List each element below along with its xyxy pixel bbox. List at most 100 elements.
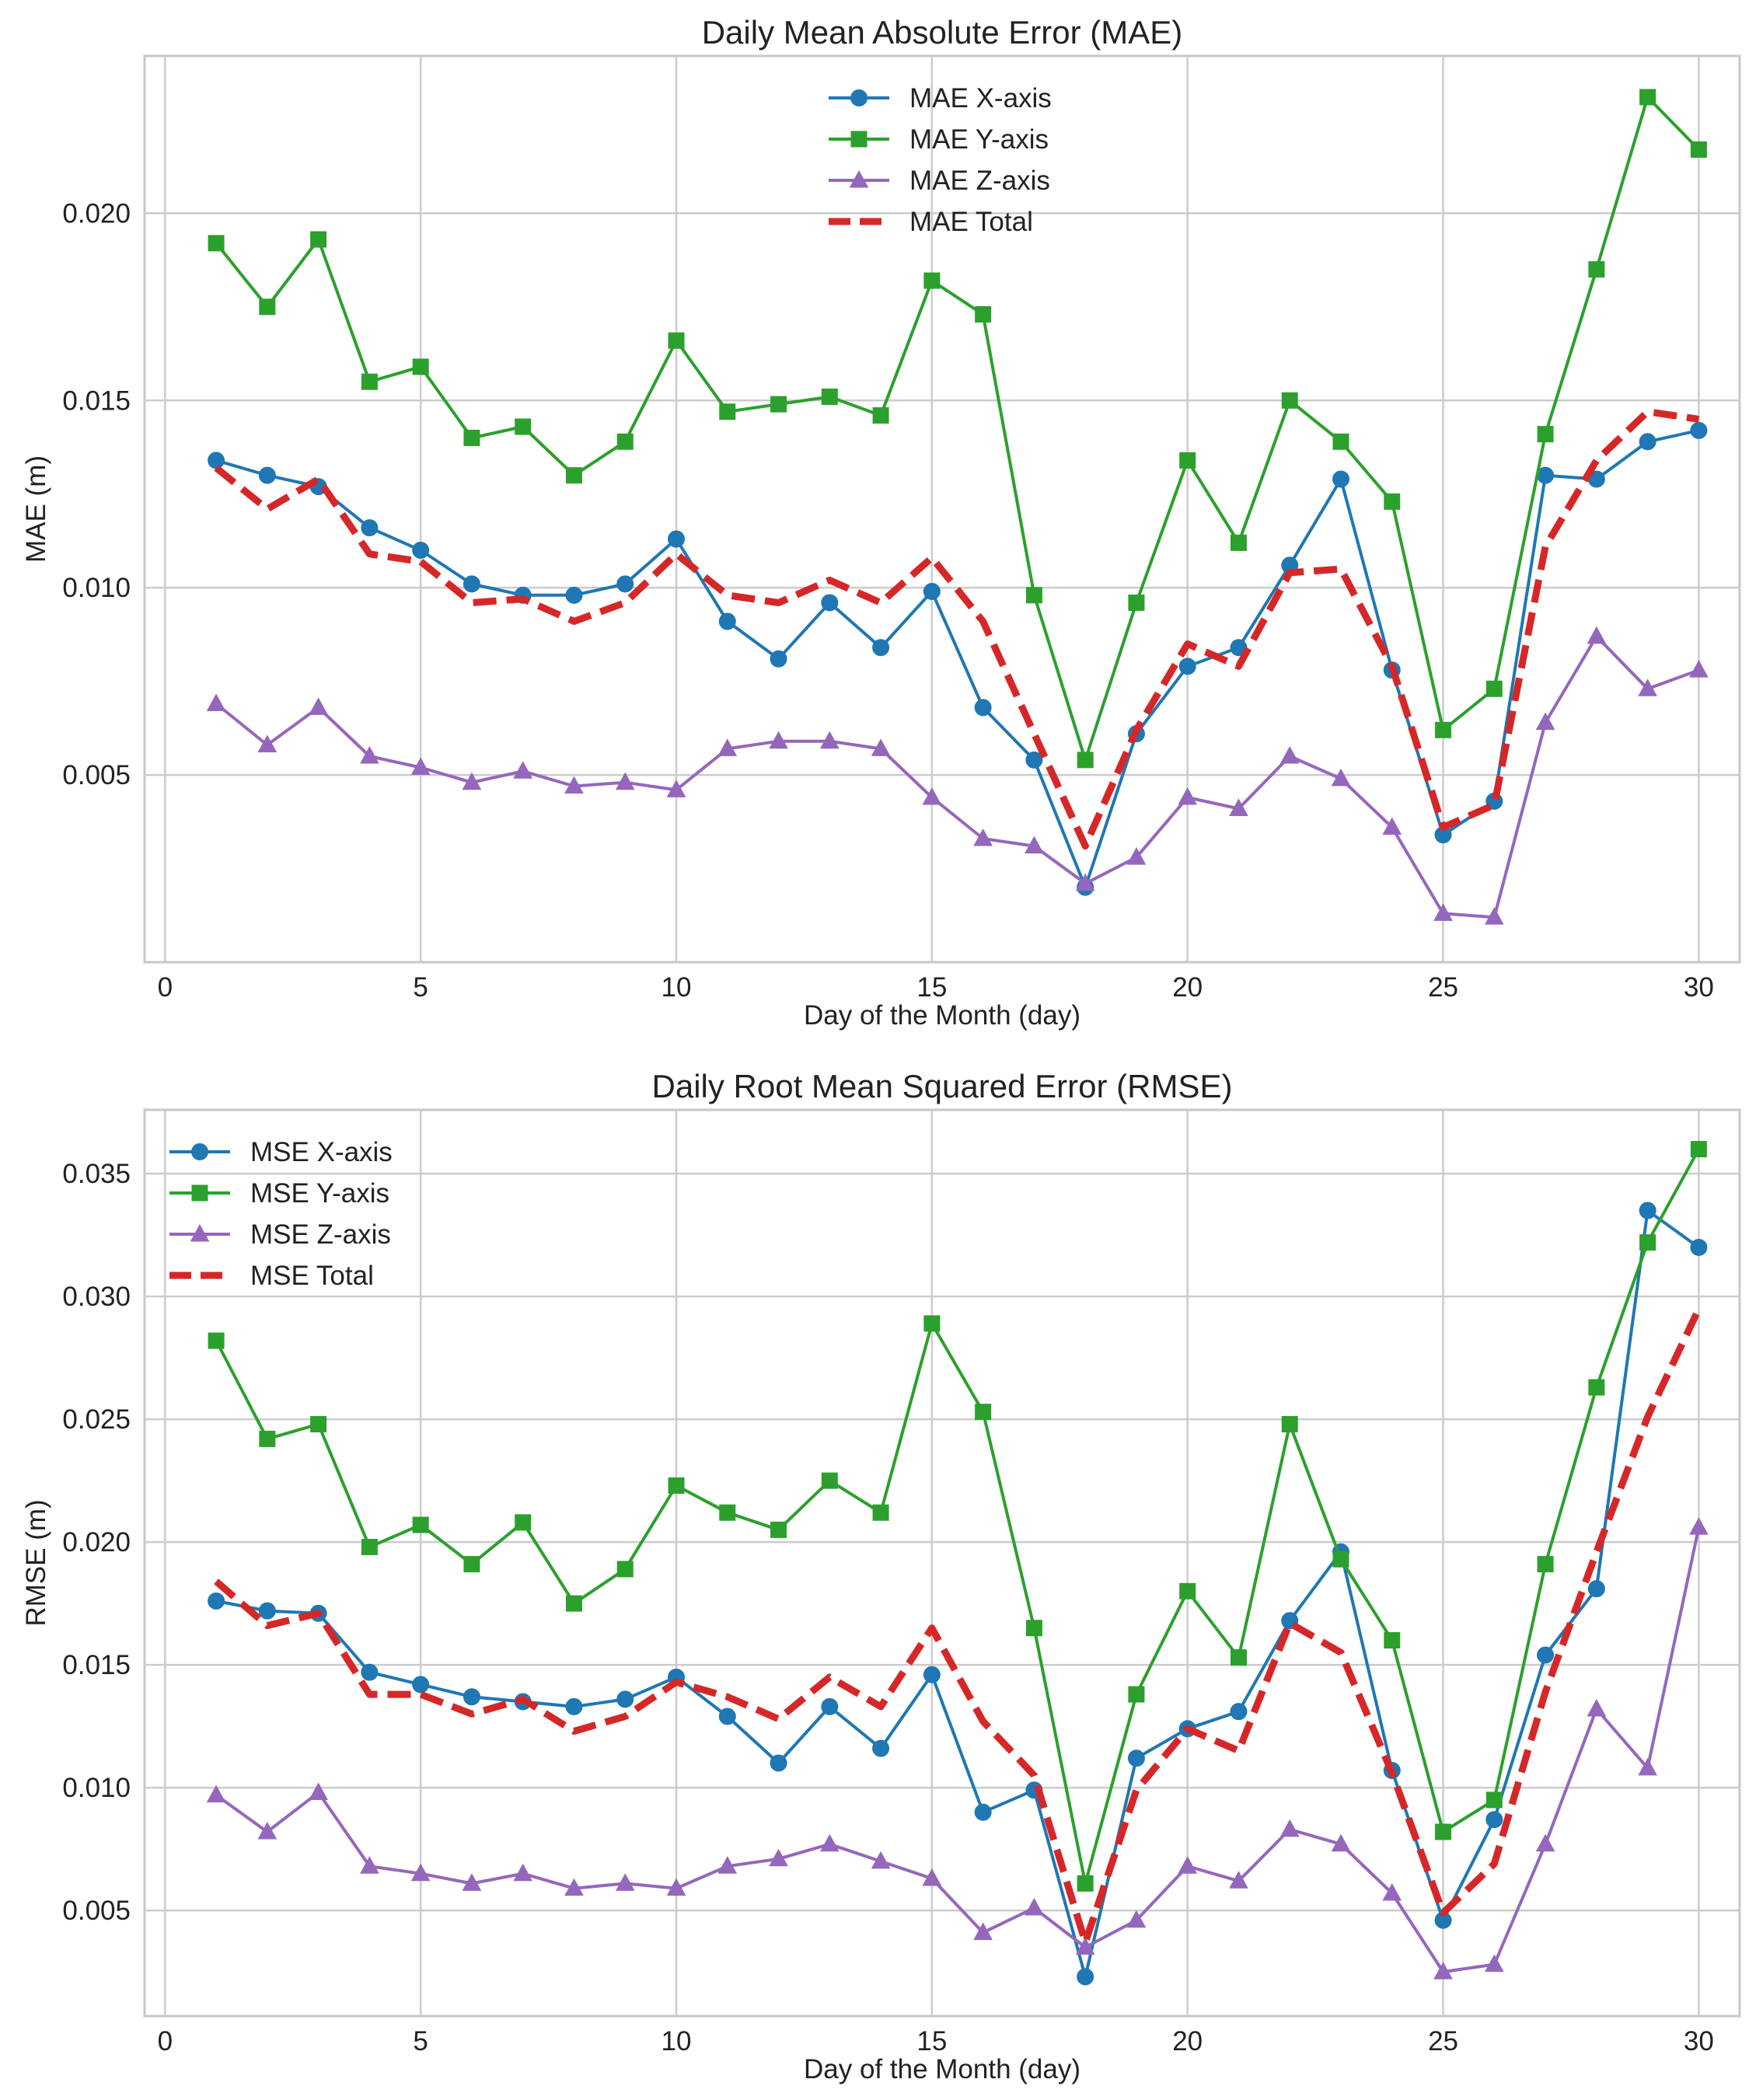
legend-label-mae-z-axis: MAE Z-axis bbox=[909, 166, 1050, 196]
mae-x-tick-label: 15 bbox=[916, 972, 947, 1003]
mae-y-axis-line bbox=[215, 96, 1700, 762]
mae-legend: MAE X-axis MAE Y-axis MAE Z-axis MAE Total bbox=[829, 83, 1052, 237]
mae-x-axis-point bbox=[668, 530, 685, 548]
mse-z-axis-point bbox=[1229, 1871, 1248, 1889]
legend-marker-mse-z-axis bbox=[190, 1223, 210, 1242]
mae-x-axis-point bbox=[974, 699, 992, 717]
mse-z-axis-point bbox=[1382, 1882, 1402, 1901]
mse-x-axis-point bbox=[616, 1690, 634, 1708]
rmse-x-tick-label: 20 bbox=[1172, 2026, 1203, 2056]
mse-x-axis-point bbox=[872, 1739, 890, 1757]
legend-entry-mae-z-axis: MAE Z-axis bbox=[829, 166, 1050, 196]
mse-y-axis-point bbox=[208, 1332, 225, 1349]
mse-y-axis-point bbox=[1639, 1234, 1657, 1251]
mae-z-axis-point bbox=[819, 731, 840, 749]
mse-z-axis-point bbox=[513, 1863, 533, 1882]
mse-z-axis-point bbox=[206, 1784, 226, 1803]
mae-z-axis-point bbox=[513, 761, 533, 779]
mae-y-axis-point bbox=[616, 433, 634, 450]
mae-z-axis-point bbox=[360, 745, 379, 764]
mae-z-axis-point bbox=[257, 734, 278, 753]
rmse-y-tick-label: 0.025 bbox=[62, 1404, 131, 1435]
legend-entry-mae-total: MAE Total bbox=[829, 207, 1033, 237]
mse-y-axis-point bbox=[719, 1504, 736, 1521]
mae-z-axis-point bbox=[973, 828, 993, 846]
mae-x-axis-point bbox=[770, 650, 787, 668]
mae-y-axis-point bbox=[770, 396, 787, 413]
legend-label-mse-y-axis: MSE Y-axis bbox=[250, 1178, 389, 1209]
mae-series bbox=[206, 89, 1709, 925]
mae-y-axis-point bbox=[1179, 452, 1196, 469]
mae-z-axis-point bbox=[1638, 678, 1657, 696]
mae-x-axis-point bbox=[412, 542, 430, 559]
mse-y-axis-point bbox=[515, 1514, 532, 1531]
mse-x-axis-point bbox=[821, 1697, 839, 1715]
mae-y-axis-point bbox=[1332, 433, 1349, 450]
mae-x-tick-label: 30 bbox=[1684, 972, 1714, 1003]
legend-label-mae-total: MAE Total bbox=[909, 207, 1033, 237]
mae-z-axis-point bbox=[615, 772, 635, 790]
rmse-x-tick-label: 15 bbox=[916, 2026, 947, 2056]
rmse-y-tick-label: 0.015 bbox=[62, 1650, 131, 1680]
mae-z-axis-point bbox=[410, 757, 431, 775]
mae-y-axis-point bbox=[310, 231, 327, 248]
mae-total-line bbox=[214, 408, 1700, 850]
mae-x-tick-label: 20 bbox=[1172, 972, 1203, 1003]
legend-entry-mse-x-axis: MSE X-axis bbox=[169, 1137, 393, 1167]
mse-y-axis-point bbox=[310, 1415, 327, 1432]
mse-z-axis-point bbox=[1331, 1833, 1351, 1852]
mae-y-axis-point bbox=[259, 298, 276, 316]
legend-label-mse-x-axis: MSE X-axis bbox=[250, 1137, 393, 1167]
mse-x-axis-point bbox=[770, 1754, 787, 1772]
mae-z-axis-point bbox=[1535, 712, 1555, 731]
mse-y-axis-line bbox=[215, 1148, 1701, 1885]
mse-x-axis-point bbox=[1690, 1238, 1708, 1256]
mae-z-axis-point bbox=[1279, 745, 1300, 764]
rmse-chart: Daily Root Mean Squared Error (RMSE) 0 5 1… bbox=[21, 1068, 1741, 2084]
mse-y-axis-point bbox=[821, 1472, 838, 1489]
mse-z-axis-point bbox=[309, 1782, 328, 1800]
mae-y-axis-point bbox=[463, 429, 480, 446]
rmse-y-tick-label: 0.020 bbox=[62, 1527, 131, 1558]
mae-z-axis-point bbox=[1689, 660, 1709, 678]
mse-y-axis-point bbox=[1025, 1620, 1042, 1637]
mse-y-axis-point bbox=[1179, 1582, 1196, 1599]
mae-z-axis-point bbox=[1229, 798, 1248, 816]
mse-x-axis-point bbox=[1639, 1202, 1657, 1219]
mse-y-axis-point bbox=[1537, 1556, 1554, 1573]
mae-x-tick-label: 10 bbox=[662, 972, 692, 1003]
mae-x-axis-point bbox=[1025, 751, 1043, 769]
mae-y-axis-point bbox=[412, 358, 429, 375]
rmse-chart-title: Daily Root Mean Squared Error (RMSE) bbox=[652, 1068, 1233, 1104]
mse-y-axis-point bbox=[412, 1516, 429, 1533]
mse-x-axis-point bbox=[1127, 1749, 1145, 1767]
mse-z-axis-point bbox=[564, 1878, 584, 1896]
mae-y-axis-point bbox=[208, 235, 225, 252]
mae-y-axis-point bbox=[1077, 752, 1094, 769]
mse-z-axis-point bbox=[1279, 1819, 1300, 1837]
mse-y-axis-point bbox=[1077, 1875, 1094, 1892]
mae-y-tick-label: 0.010 bbox=[62, 573, 131, 603]
mae-y-axis-point bbox=[1588, 261, 1605, 278]
mse-z-axis-point bbox=[1535, 1833, 1555, 1852]
mse-y-axis-point bbox=[463, 1556, 480, 1573]
rmse-y-tick-label: 0.010 bbox=[62, 1773, 131, 1803]
mae-y-axis-point bbox=[923, 272, 941, 289]
mae-y-axis-point bbox=[361, 373, 378, 390]
legend-entry-mae-x-axis: MAE X-axis bbox=[829, 83, 1052, 113]
legend-marker-mae-z-axis bbox=[849, 169, 869, 188]
rmse-plot-area bbox=[143, 1108, 1741, 2018]
mae-x-axis-point bbox=[616, 575, 634, 593]
mae-y-tick-label: 0.005 bbox=[62, 760, 131, 790]
rmse-x-tick-label: 25 bbox=[1428, 2026, 1458, 2056]
mse-z-axis-line bbox=[215, 1526, 1701, 1974]
rmse-x-axis-label: Day of the Month (day) bbox=[804, 2054, 1080, 2084]
mae-x-axis-point bbox=[1639, 433, 1657, 451]
mae-y-axis-point bbox=[1690, 141, 1707, 158]
mae-y-axis-point bbox=[1281, 392, 1298, 409]
mae-z-axis-point bbox=[1433, 903, 1453, 921]
mse-z-axis-point bbox=[1075, 1937, 1095, 1955]
mae-x-axis-point bbox=[718, 612, 736, 630]
mae-z-axis-point bbox=[922, 787, 942, 805]
